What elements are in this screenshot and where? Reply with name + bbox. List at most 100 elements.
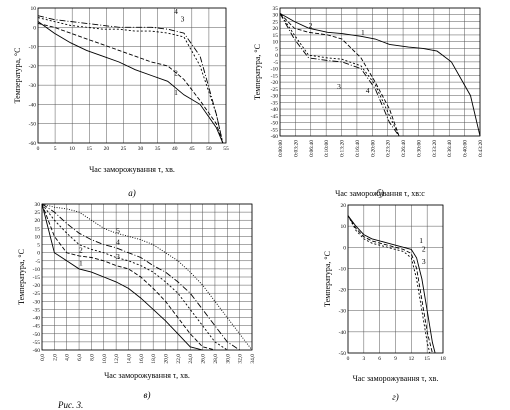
series-label-4: 4 — [366, 86, 370, 95]
y-tick-label: -35 — [33, 307, 41, 313]
y-tick-label: 10 — [273, 40, 279, 46]
y-tick-label: 30 — [35, 202, 41, 208]
y-tick-label: 15 — [35, 226, 41, 232]
y-tick-label: -40 — [271, 107, 279, 113]
x-tick-label: 20 — [104, 146, 110, 152]
y-tick-label: -50 — [33, 332, 41, 338]
y-tick-label: -30 — [29, 83, 37, 89]
y-tick-label: -20 — [339, 288, 347, 294]
y-tick-label: -15 — [271, 73, 279, 79]
x-tick-label: 4,0 — [65, 354, 71, 361]
x-tick-label: 0:13:20 — [340, 140, 346, 157]
y-tick-label: -50 — [29, 122, 37, 128]
plot-frame — [41, 203, 253, 351]
x-tick-label: 10 — [69, 146, 75, 152]
series-label-2: 2 — [174, 69, 178, 78]
x-tick-label: 12,0 — [114, 354, 120, 364]
x-tick-label: 6,0 — [77, 354, 83, 361]
x-tick-label: 15 — [87, 146, 93, 152]
x-tick-label: 0 — [347, 356, 350, 362]
x-tick-label: 34,0 — [250, 354, 256, 364]
y-tick-label: -15 — [33, 275, 41, 281]
series-line-3 — [37, 17, 224, 144]
x-tick-label: 0,0 — [40, 354, 46, 361]
x-tick-label: 0:03:20 — [293, 140, 299, 157]
y-tick-label: -40 — [29, 102, 37, 108]
series-label-4: 4 — [174, 7, 178, 16]
y-tick-label: -25 — [33, 291, 41, 297]
series-line-2 — [37, 22, 224, 144]
x-tick-label: 24,0 — [188, 354, 194, 364]
y-tick-label: -60 — [29, 141, 37, 147]
x-tick-label: 15 — [424, 356, 430, 362]
x-tick-label: 0:20:00 — [370, 140, 376, 157]
x-tick-label: 55 — [223, 146, 229, 152]
y-tick-label: -20 — [29, 64, 37, 70]
figure-caption: Рис. 3. — [57, 400, 83, 410]
subplot-label: б) — [376, 188, 384, 198]
x-tick-label: 0:23:20 — [386, 140, 392, 157]
y-tick-label: -10 — [33, 267, 41, 273]
series-line-2 — [279, 13, 400, 137]
y-axis-label: Температура, °С — [17, 249, 26, 305]
x-tick-label: 25 — [121, 146, 127, 152]
y-axis-label: Температура, °С — [253, 44, 262, 100]
x-tick-label: 18,0 — [151, 354, 157, 364]
x-tick-label: 30 — [138, 146, 144, 152]
x-tick-label: 6 — [378, 356, 381, 362]
y-tick-label: 20 — [273, 26, 279, 32]
y-tick-label: -60 — [271, 134, 279, 140]
subplot-label: г) — [392, 392, 399, 402]
y-tick-label: 0 — [275, 53, 278, 59]
series-label-2: 2 — [79, 246, 83, 255]
x-tick-label: 22,0 — [176, 354, 182, 364]
series-line-3 — [347, 215, 431, 354]
x-tick-label: 0:30:00 — [416, 140, 422, 157]
x-tick-label: 20,0 — [164, 354, 170, 364]
y-tick-label: 20 — [35, 218, 41, 224]
x-tick-label: 8,0 — [89, 354, 95, 361]
y-tick-label: -55 — [271, 127, 279, 133]
series-line-1 — [347, 215, 436, 354]
y-tick-label: -10 — [339, 266, 347, 272]
series-label-2: 2 — [309, 21, 313, 30]
y-tick-label: 5 — [275, 46, 278, 52]
y-tick-label: -40 — [33, 316, 41, 322]
x-tick-label: 26,0 — [201, 354, 207, 364]
y-axis-label: Температура, °С — [13, 48, 22, 104]
chart-4: 0 3 6 9 12 15 18 20 10 0 -10 -20 -30 -40 -50 12 3 Темпера… — [323, 203, 446, 402]
y-tick-label: -30 — [339, 309, 347, 315]
y-tick-label: -45 — [33, 324, 41, 330]
y-tick-label: 30 — [273, 13, 279, 19]
x-tick-label: 28,0 — [213, 354, 219, 364]
x-tick-label: 2,0 — [52, 354, 58, 361]
series-label-1: 1 — [361, 28, 365, 37]
x-tick-label: 16,0 — [139, 354, 145, 364]
series-line-1 — [41, 203, 203, 351]
plot-frame — [279, 7, 481, 137]
series-line-3 — [41, 203, 228, 351]
series-line-4 — [279, 13, 400, 137]
y-tick-label: -50 — [271, 121, 279, 127]
subplot-label: а) — [128, 188, 136, 198]
series-label-4: 4 — [116, 238, 120, 247]
y-tick-label: 0 — [33, 25, 36, 31]
x-tick-label: 3 — [362, 356, 365, 362]
chart-2: 0:00:00 0:03:20 0:06:40 0:10:00 0:13:20 0:16:… — [253, 6, 484, 198]
y-tick-label: -25 — [271, 87, 279, 93]
x-tick-label: 30,0 — [225, 354, 231, 364]
series-label-1: 1 — [174, 88, 178, 97]
y-tick-label: -20 — [271, 80, 279, 86]
x-axis-label: Час заморожування τ, хв. — [104, 371, 190, 380]
y-tick-label: -30 — [33, 299, 41, 305]
x-tick-label: 0:06:40 — [309, 140, 315, 157]
y-tick-label: -55 — [33, 340, 41, 346]
y-tick-label: -10 — [29, 45, 37, 51]
x-axis-label: Час заморожування τ, хв. — [353, 374, 439, 383]
series-line-5 — [41, 203, 253, 351]
series-label-3: 3 — [116, 252, 120, 261]
y-axis-label: Температура, °С — [323, 251, 332, 307]
series-label-3: 3 — [337, 82, 341, 91]
x-tick-label: 35 — [155, 146, 161, 152]
